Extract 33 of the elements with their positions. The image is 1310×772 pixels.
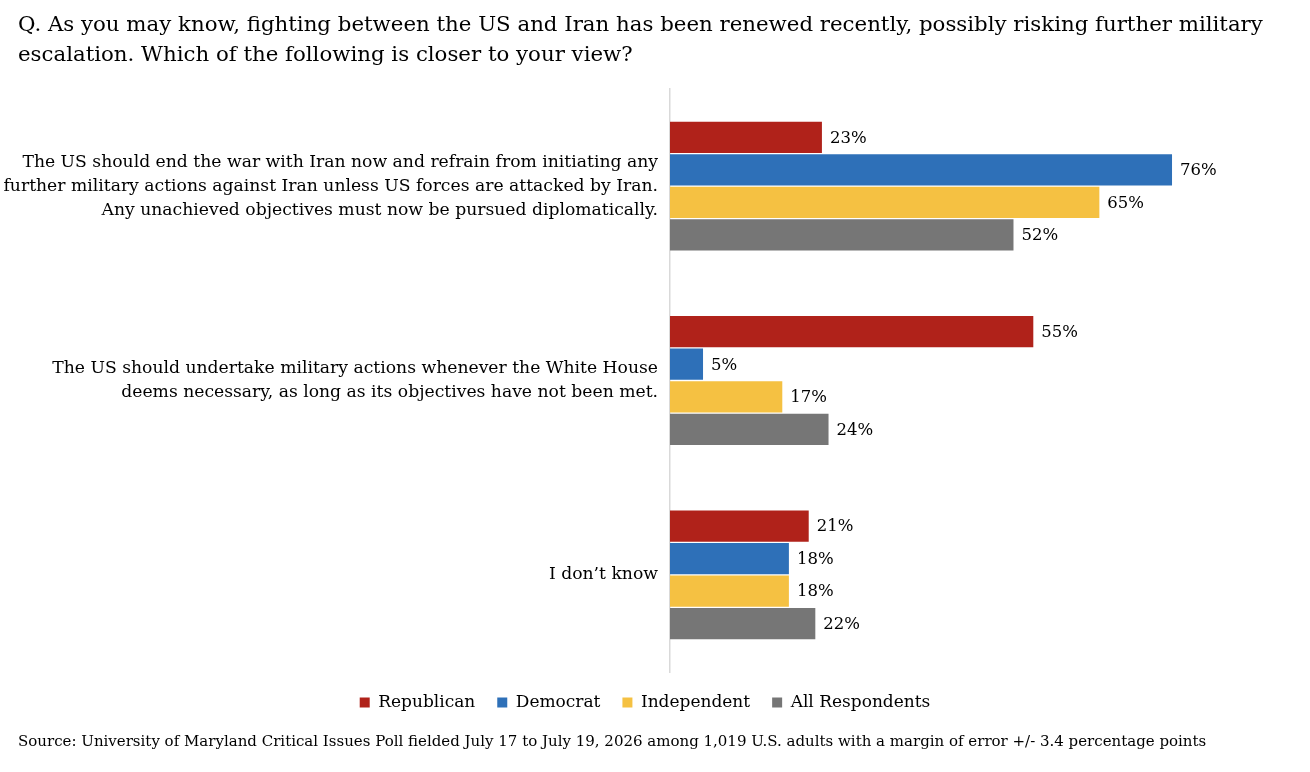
- data-label: 24%: [836, 419, 874, 439]
- y-tick-label: I don’t know: [548, 563, 659, 584]
- legend-label: Independent: [640, 690, 751, 711]
- y-tick-label: The US should undertake military actions whenever the White House deems necessary, as long as its objectives have not been met.: [52, 356, 658, 401]
- legend-label: All Respondents: [789, 690, 931, 711]
- bar: [670, 381, 783, 413]
- data-label: 65%: [1107, 192, 1145, 212]
- data-label: 5%: [711, 354, 738, 374]
- data-label: 55%: [1041, 321, 1078, 341]
- legend-label: Democrat: [515, 690, 601, 711]
- bar: [670, 542, 789, 575]
- data-label: 18%: [796, 581, 834, 601]
- bar: [670, 348, 704, 380]
- data-label: 22%: [823, 613, 861, 633]
- legend-label: Republican: [378, 690, 476, 711]
- chart-title: Q. As you may know, fighting between the US and Iran has been renewed recently, possibly risking further military escalation. Which of the following is closer to your view?: [18, 10, 1264, 68]
- bar: [670, 608, 816, 640]
- bar: [670, 413, 829, 445]
- data-label: 17%: [790, 387, 827, 407]
- y-tick-label: The US should end the war with Iran now and refrain from initiating any further military actions against Iran unless US forces are attacked by Iran. Any unachieved objectives must now be pursued diplomatically.: [3, 150, 659, 219]
- bar: [670, 154, 1173, 186]
- data-label: 23%: [829, 127, 867, 147]
- bar: [670, 316, 1034, 348]
- data-label: 76%: [1180, 160, 1217, 180]
- bar: [670, 186, 1100, 219]
- source-note: Source: University of Maryland Critical Issues Poll fielded July 17 to July 19, 2026 among 1,019 U.S. adults with a margin of error +/- 3.4 percentage points: [18, 731, 1208, 751]
- bar: [670, 121, 822, 153]
- bar: [670, 575, 789, 607]
- data-label: 18%: [796, 548, 834, 568]
- data-label: 21%: [816, 516, 854, 536]
- data-label: 52%: [1021, 225, 1059, 245]
- bar: [670, 510, 809, 542]
- bar: [670, 219, 1014, 251]
